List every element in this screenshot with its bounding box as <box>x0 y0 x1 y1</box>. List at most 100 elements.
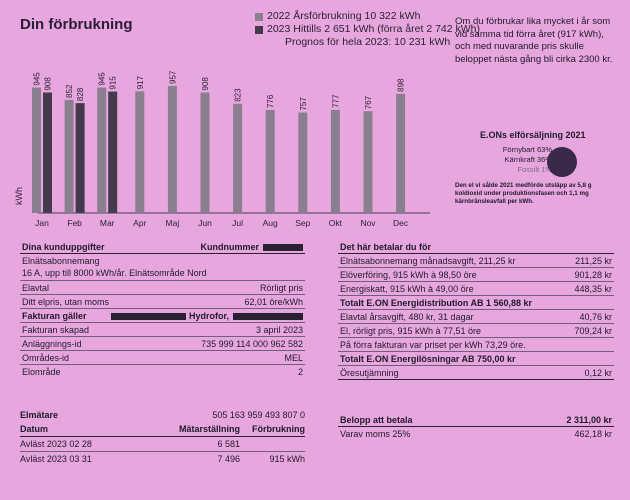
elavtal-label: Elavtal <box>22 282 50 293</box>
elomrade-value: 2 <box>297 367 303 377</box>
meter-col-reading: Mätarställning <box>178 424 240 434</box>
charge-subtotal-row: Totalt E.ON Energilösningar AB 750,00 kr <box>338 352 614 366</box>
facility-label: Anläggnings-id <box>22 338 82 349</box>
redacted-address <box>111 312 187 320</box>
customer-details: Dina kunduppgifter Kundnummer Elnätsabon… <box>20 240 305 379</box>
elavtal-value: Rörligt pris <box>259 282 303 293</box>
eon-nuclear: Kärnkraft 36% <box>504 155 552 164</box>
charge-row: Energiskatt, 915 kWh à 49,00 öre 448,35 k… <box>338 282 614 296</box>
eon-title: E.ONs elförsäljning 2021 <box>480 130 586 140</box>
meter-number-row: Elmätare 505 163 959 493 807 0 <box>20 408 305 422</box>
x-tick-label: Feb <box>67 218 82 228</box>
eon-description: Den el vi sålde 2021 medförde utsläpp av… <box>455 182 592 205</box>
charge-row: Elavtal årsavgift, 480 kr, 31 dagar 40,76… <box>338 310 614 324</box>
meter-usage: 915 kWh <box>269 454 305 464</box>
legend-2022: 2022 Årsförbrukning 10 322 kWh <box>255 10 480 23</box>
x-tick-label: Aug <box>263 218 278 228</box>
area-id-row: Områdes-id MEL <box>20 351 305 365</box>
data-label-2022: 908 <box>201 77 210 91</box>
data-label-2023: 915 <box>109 76 118 90</box>
x-tick-label: Apr <box>133 218 146 228</box>
bar-2022 <box>64 99 74 213</box>
charge-label: Elöverföring, 915 kWh à 98,50 öre <box>340 269 477 280</box>
x-tick-label: Okt <box>329 218 343 228</box>
total-row: Belopp att betala 2 311,00 kr <box>338 413 614 427</box>
facility-row: Anläggnings-id 735 999 114 000 962 582 <box>20 337 305 351</box>
charge-value: 211,25 kr <box>575 255 612 266</box>
subscription-row: Elnätsabonnemang 16 A, upp till 8000 kWh… <box>20 254 305 281</box>
legend-2022-label: 2022 Årsförbrukning 10 322 kWh <box>267 10 421 22</box>
charge-label: Totalt E.ON Energilösningar AB 750,00 kr <box>340 353 516 364</box>
charge-value: 0,12 kr <box>584 367 612 378</box>
x-tick-label: Maj <box>166 218 180 228</box>
charge-label: Energiskatt, 915 kWh à 49,00 öre <box>340 283 474 294</box>
bar-2022 <box>97 87 107 213</box>
data-label-2022: 945 <box>33 72 42 86</box>
charge-value: 709,24 kr <box>574 325 612 336</box>
meter-row: Avläst 2023 02 28 6 581 <box>20 437 305 452</box>
invoice-value: Hydrofor, <box>107 311 303 321</box>
meter-reading: 7 496 <box>217 454 240 464</box>
bar-2022 <box>363 111 373 213</box>
charge-row: El, rörligt pris, 915 kWh à 77,51 öre 709… <box>338 324 614 338</box>
meter-label: Elmätare <box>20 410 59 420</box>
data-label-2022: 898 <box>397 78 406 92</box>
consumption-note: Om du förbrukar lika mycket i år som vid… <box>455 16 613 65</box>
legend-2023: 2023 Hittills 2 651 kWh (förra året 2 74… <box>255 23 480 36</box>
data-label-2022: 757 <box>299 97 308 111</box>
x-tick-label: Jun <box>198 218 212 228</box>
created-row: Fakturan skapad 3 april 2023 <box>20 323 305 337</box>
y-axis-label: kWh <box>14 187 24 205</box>
created-label: Fakturan skapad <box>22 324 90 335</box>
redacted-address-2 <box>233 312 303 320</box>
x-tick-label: Jan <box>35 218 49 228</box>
page-title: Din förbrukning <box>20 16 133 33</box>
legend-swatch-2022 <box>255 12 263 21</box>
customer-header: Dina kunduppgifter Kundnummer <box>20 240 305 254</box>
x-tick-label: Dec <box>393 218 409 228</box>
charge-row: Elnätsabonnemang månadsavgift, 211,25 kr… <box>338 254 614 268</box>
x-tick-label: Nov <box>360 218 376 228</box>
meter-date: Avläst 2023 03 31 <box>20 454 92 464</box>
charge-label: Elnätsabonnemang månadsavgift, 211,25 kr <box>340 255 516 266</box>
elomrade-row: Elområde 2 <box>20 365 305 379</box>
charge-subtotal-row: Totalt E.ON Energidistribution AB 1 560,… <box>338 296 614 310</box>
customer-number: Kundnummer <box>200 241 303 252</box>
meter-table: Elmätare 505 163 959 493 807 0 Datum Mät… <box>20 408 305 466</box>
price-row: Ditt elpris, utan moms 62,01 öre/kWh <box>20 295 305 309</box>
eon-mix-legend: Förnybart 63% Kärnkraft 36% Fossilt 1% <box>480 145 552 175</box>
x-tick-label: Mar <box>100 218 115 228</box>
bar-2022 <box>298 112 308 213</box>
charge-value: 448,35 kr <box>574 283 612 294</box>
customer-number-label: Kundnummer <box>200 241 260 252</box>
meter-header: Datum Mätarställning Förbrukning <box>20 422 305 437</box>
bar-2022 <box>135 91 145 213</box>
legend-2023-label: 2023 Hittills 2 651 kWh (förra året 2 74… <box>267 23 481 35</box>
meter-col-usage: Förbrukning <box>252 424 305 434</box>
eon-mix-pie-icon <box>547 147 577 177</box>
chart-legend: 2022 Årsförbrukning 10 322 kWh 2023 Hitt… <box>255 10 480 49</box>
data-label-2022: 852 <box>65 84 74 98</box>
bar-2023 <box>75 103 85 213</box>
redacted-customer-number <box>263 243 303 251</box>
meter-col-date: Datum <box>20 424 49 434</box>
facility-value: 735 999 114 000 962 582 <box>201 338 303 349</box>
data-label-2022: 776 <box>266 94 275 108</box>
price-value: 62,01 öre/kWh <box>244 296 303 307</box>
data-label-2022: 767 <box>364 95 373 109</box>
bar-2022 <box>167 86 177 213</box>
created-value: 3 april 2023 <box>255 324 303 335</box>
price-label: Ditt elpris, utan moms <box>22 296 110 307</box>
vat-row: Varav moms 25% 462,18 kr <box>338 427 614 441</box>
x-tick-label: Sep <box>295 218 310 228</box>
charge-label: Öresutjämning <box>340 367 399 378</box>
data-label-2022: 917 <box>136 75 145 89</box>
customer-header-label: Dina kunduppgifter <box>22 241 105 252</box>
legend-swatch-2023 <box>255 25 263 34</box>
vat-label: Varav moms 25% <box>340 429 411 439</box>
charges-header: Det här betalar du för <box>338 240 614 254</box>
bar-2022 <box>200 92 210 213</box>
data-label-2023: 908 <box>44 77 53 91</box>
bar-2022 <box>233 103 243 213</box>
